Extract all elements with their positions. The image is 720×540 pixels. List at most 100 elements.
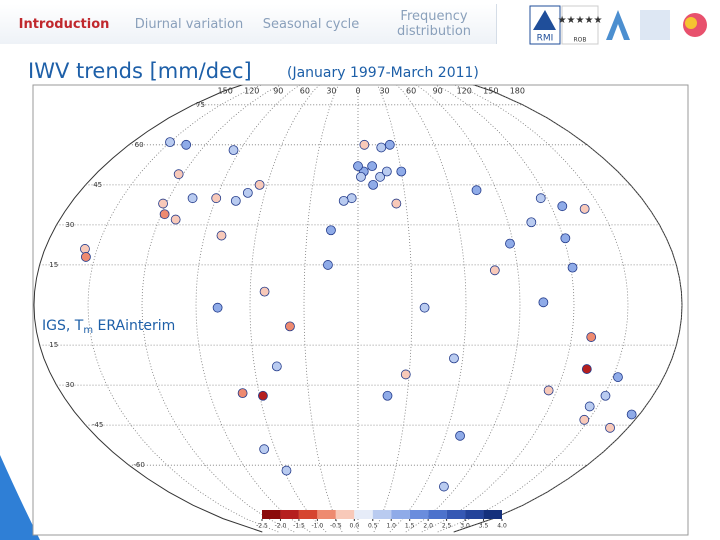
logo-rmi: RMI [537,34,554,44]
colorbar-swatch [483,510,502,519]
station [228,145,239,156]
station [605,422,615,433]
logo-stars: ★★★★★ [558,15,603,26]
station [158,198,168,209]
colorbar-swatch [298,510,318,519]
station [80,244,90,254]
station [439,481,449,492]
nav-tab[interactable]: Frequency distribution [372,4,497,44]
annotation-suffix: ERAinterim [93,318,175,334]
logo-a [606,10,630,40]
station [258,390,268,401]
logo-rob: ROB [573,37,586,44]
station [216,230,227,241]
station [81,252,91,262]
station [560,233,571,244]
lat-label: 75 [196,101,205,109]
logo-rob-box [561,5,599,45]
slide-subtitle: (January 1997-March 2011) [287,65,479,81]
lon-label: 180 [510,87,525,96]
station [211,193,222,204]
colorbar-label: 0.5 [368,523,378,530]
station [613,372,623,382]
station [505,238,515,249]
colorbar-swatch [354,510,373,519]
station [338,195,349,206]
logo-rmi-shape [533,10,556,30]
colorbar-label: 3.0 [460,523,470,530]
station [356,171,366,182]
station [543,385,554,396]
station [271,361,282,372]
meridian [389,85,467,533]
station [381,166,392,177]
station [419,302,430,313]
colorbar-label: -1.5 [293,523,305,530]
station [579,414,590,425]
meridian [373,85,413,533]
station [538,297,549,308]
station [285,321,295,332]
colorbar-label: 2.0 [423,523,433,530]
colorbar-swatch [409,510,429,519]
station [449,353,459,364]
station [237,388,248,399]
lat-label: 15 [49,261,58,269]
station [455,430,465,441]
station [159,209,170,220]
station [584,401,595,412]
station [170,214,181,225]
station [396,166,407,177]
station [471,185,482,196]
colorbar-label: -0.5 [330,523,342,530]
nav-tab[interactable]: Introduction [0,4,129,44]
logo-circle-inner [685,17,697,29]
station [259,286,270,297]
station [323,260,333,270]
station [567,262,578,273]
meridian [141,85,295,533]
map: 150 120 90 60 30 0 30 60 90 120 150 180 75 60 45 30 15 15… [33,85,683,533]
colorbar-label: -2.5 [256,523,268,530]
lon-label: 150 [218,87,233,96]
colorbar-swatch [465,510,484,519]
corner-decoration [0,455,40,540]
lat-label: 30 [65,381,74,389]
logo-grid [640,10,670,40]
annotation-subscript: m [83,325,93,336]
colorbar-label: 1.0 [386,523,396,530]
lon-label: 30 [326,87,336,96]
station [173,169,184,180]
station [326,225,336,236]
annotation: IGS, Tm ERAinterim [42,318,175,336]
lat-label: 60 [135,141,144,149]
lon-label: 120 [244,87,259,96]
lat-label: -45 [92,421,103,429]
colorbar-label: 3.5 [479,523,489,530]
station [259,444,270,455]
nav-tab[interactable]: Seasonal cycle [250,4,373,44]
colorbar-swatch [317,510,336,519]
lat-label: 30 [65,221,74,229]
station [181,139,192,150]
station [489,265,500,276]
nav-tab[interactable]: Diurnal variation [128,4,251,44]
colorbar-label: 2.5 [442,523,452,530]
station [382,390,393,401]
station [212,302,223,313]
station [626,409,637,420]
slide-title: IWV trends [mm/dec] [28,59,252,83]
station [187,193,198,204]
station [526,217,537,228]
map-frame [32,84,689,536]
colorbar: -2.5 -2.0 -1.5 -1.0 -0.5 0.0 0.5 1.0 1.5 2.0 2.5 3.… [256,510,507,530]
station [368,179,379,190]
lat-label: -60 [133,461,144,469]
station [353,161,363,172]
meridian [195,85,311,533]
station [281,465,292,476]
station [375,171,385,182]
station [391,198,402,209]
